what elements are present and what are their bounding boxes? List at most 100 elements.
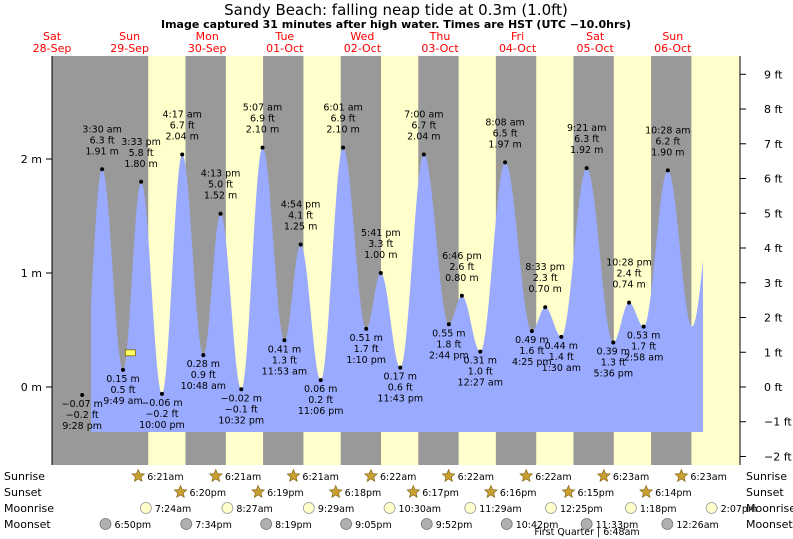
current-tide-marker bbox=[124, 349, 136, 357]
day-date-label: 01-Oct bbox=[266, 42, 304, 55]
tide-ft-label: 0.9 ft bbox=[191, 370, 216, 381]
tide-extreme-point bbox=[665, 168, 670, 173]
sunrise-icon bbox=[131, 468, 146, 482]
tide-time-label: 5:36 pm bbox=[593, 369, 633, 380]
right-axis: −2 ft −1 ft 0 ft 1 ft 2 ft 3 ft 4 ft 5 ft 6 ft 7 … bbox=[739, 56, 792, 465]
tide-m-label: 1.97 m bbox=[488, 139, 521, 150]
moon-phase-label: First Quarter | 6:48am bbox=[534, 527, 639, 538]
tide-ft-label: −0.2 ft bbox=[145, 409, 178, 420]
moonset-icon bbox=[180, 518, 193, 530]
tide-extreme-point bbox=[239, 387, 244, 392]
tide-time-label: 10:48 am bbox=[181, 381, 226, 392]
tide-time-label: 4:54 pm bbox=[281, 200, 321, 211]
tide-extreme-point bbox=[378, 271, 383, 275]
tide-m-label: 0.51 m bbox=[349, 333, 382, 344]
tide-m-label: −0.06 m bbox=[141, 398, 182, 409]
moonrise-time: 1:18pm bbox=[640, 504, 677, 515]
tide-extreme-point bbox=[121, 367, 126, 372]
astro-row-label-right: Moonset bbox=[746, 518, 793, 531]
tide-ft-label: 6.3 ft bbox=[574, 134, 599, 145]
tide-extreme-point bbox=[627, 300, 632, 305]
sunset-icon bbox=[406, 484, 421, 498]
tide-extreme-point bbox=[421, 152, 426, 157]
tide-extreme-point bbox=[139, 179, 144, 184]
tide-time-label: 3:30 am bbox=[82, 124, 121, 135]
astro-row-label-right: Sunset bbox=[746, 486, 784, 499]
tide-time-label: 9:49 am bbox=[103, 396, 142, 407]
astro-row-label-left: Sunrise bbox=[4, 470, 45, 483]
moonrise-time: 11:29am bbox=[479, 504, 521, 515]
tide-time-label: 5:41 pm bbox=[361, 228, 401, 239]
sunrise-time: 6:21am bbox=[147, 472, 183, 483]
moonrise-icon bbox=[624, 502, 637, 514]
tide-extreme-point bbox=[641, 324, 646, 329]
sunrise-icon bbox=[286, 468, 301, 482]
astro-table: Sunrise Sunrise Sunset Sunset Moonrise Moonri… bbox=[4, 468, 793, 538]
day-name-label: Wed bbox=[350, 30, 374, 43]
tide-ft-label: 1.8 ft bbox=[436, 339, 461, 350]
tide-time-label: 11:43 pm bbox=[377, 394, 423, 405]
tide-m-label: 0.53 m bbox=[627, 331, 660, 342]
right-axis-tick-label: −2 ft bbox=[764, 450, 792, 463]
tide-time-label: 1:30 am bbox=[542, 363, 581, 374]
tide-ft-label: 1.0 ft bbox=[468, 367, 493, 378]
right-axis-tick-label: −1 ft bbox=[764, 416, 792, 429]
tide-extreme-point bbox=[559, 334, 564, 339]
tide-area bbox=[91, 147, 703, 432]
tide-ft-label: 6.3 ft bbox=[90, 135, 115, 146]
sunrise-icon bbox=[519, 468, 534, 482]
tide-time-label: 3:33 pm bbox=[121, 137, 161, 148]
moonrise-time: 10:30am bbox=[399, 504, 441, 515]
tide-time-label: 11:53 am bbox=[262, 366, 307, 377]
moonrise-icon bbox=[302, 502, 315, 514]
tide-ft-label: 0.2 ft bbox=[308, 395, 333, 406]
tide-ft-label: 2.4 ft bbox=[617, 269, 642, 280]
tide-m-label: 1.80 m bbox=[124, 159, 157, 170]
astro-row-label-right: Sunrise bbox=[746, 470, 787, 483]
right-axis-tick-label: 2 ft bbox=[764, 312, 783, 325]
moonset-time: 7:34pm bbox=[195, 520, 232, 531]
tide-extreme-point bbox=[341, 145, 346, 150]
sunset-icon bbox=[561, 484, 576, 498]
astro-row-label-left: Moonrise bbox=[4, 502, 54, 515]
moonset-time: 8:19pm bbox=[275, 520, 312, 531]
moonrise-icon bbox=[545, 502, 557, 514]
moonset-time: 6:50pm bbox=[115, 520, 152, 531]
sunset-time: 6:18pm bbox=[345, 488, 382, 499]
moonset-icon bbox=[580, 518, 593, 530]
moonset-icon bbox=[260, 518, 273, 530]
sunrise-time: 6:21am bbox=[225, 472, 261, 483]
tide-m-label: 2.10 m bbox=[246, 125, 279, 136]
tide-time-label: 4:17 am bbox=[162, 109, 201, 120]
sunrise-time: 6:22am bbox=[380, 472, 416, 483]
tide-ft-label: 2.6 ft bbox=[449, 262, 474, 273]
sunrise-icon bbox=[674, 468, 689, 482]
tide-time-label: 5:07 am bbox=[243, 103, 282, 114]
tide-time-label: 9:21 am bbox=[567, 123, 606, 134]
right-axis-tick-label: 1 ft bbox=[764, 346, 783, 359]
day-name-label: Tue bbox=[274, 30, 294, 43]
tide-m-label: 0.06 m bbox=[304, 384, 337, 395]
tide-time-label: 1:10 pm bbox=[346, 355, 386, 366]
chart-subtitle: Image captured 31 minutes after high wat… bbox=[161, 18, 631, 31]
tide-extreme-point bbox=[478, 349, 483, 354]
tide-time-label: 9:28 pm bbox=[62, 421, 102, 432]
tide-extreme-point bbox=[260, 145, 265, 150]
tide-m-label: 0.28 m bbox=[187, 359, 220, 370]
day-date-label: 04-Oct bbox=[499, 42, 537, 55]
sunset-time: 6:20pm bbox=[189, 488, 226, 499]
tide-ft-label: 1.6 ft bbox=[519, 346, 544, 357]
tide-extreme-point bbox=[398, 365, 403, 370]
tide-m-label: 0.70 m bbox=[529, 284, 562, 295]
left-axis-tick-label: 0 m bbox=[21, 381, 42, 394]
tide-extreme-point bbox=[503, 160, 508, 165]
tide-ft-label: 6.5 ft bbox=[493, 128, 518, 139]
tide-m-label: 0.31 m bbox=[464, 356, 497, 367]
tide-ft-label: 3.3 ft bbox=[368, 239, 393, 250]
tide-extreme-point bbox=[159, 391, 164, 396]
tide-time-label: 12:27 am bbox=[458, 378, 503, 389]
tide-time-label: 4:25 pm bbox=[512, 357, 552, 368]
moonrise-icon bbox=[221, 502, 234, 514]
tide-time-label: 10:28 pm bbox=[606, 258, 652, 269]
